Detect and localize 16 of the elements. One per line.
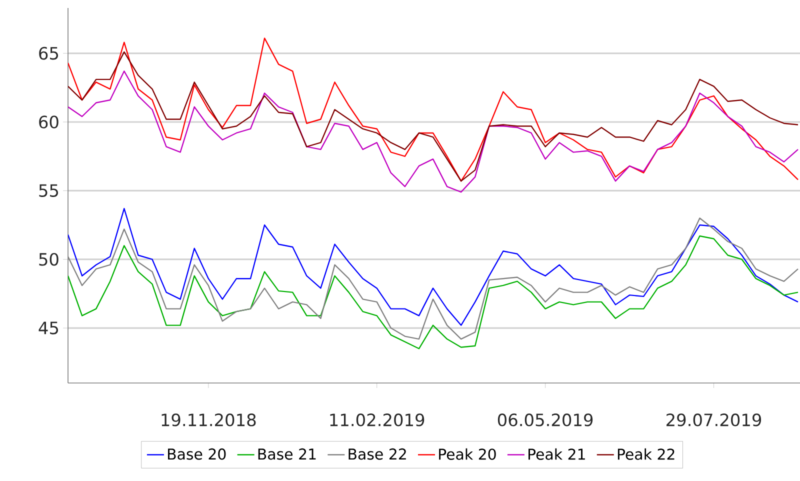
x-tick-label: 29.07.2019 [666, 414, 762, 426]
x-tick-label: 11.02.2019 [330, 414, 424, 426]
legend-label: Peak 21 [528, 448, 585, 460]
legend-label: Base 20 [168, 448, 226, 460]
x-tick-label: 06.05.2019 [498, 414, 593, 426]
y-tick-label: 60 [39, 116, 58, 128]
legend-label: Peak 22 [618, 448, 674, 460]
line-series [68, 70, 799, 193]
y-tick-label: 45 [38, 322, 58, 334]
legend-label: Peak 20 [439, 448, 496, 460]
y-tick-label: 55 [39, 184, 58, 197]
x-tick-label: 19.11.2018 [162, 414, 256, 426]
y-tick-label: 50 [39, 252, 58, 266]
y-tick-label: 65 [39, 46, 58, 60]
legend-label: Base 21 [258, 448, 316, 460]
legend-label: Base 22 [348, 448, 406, 460]
